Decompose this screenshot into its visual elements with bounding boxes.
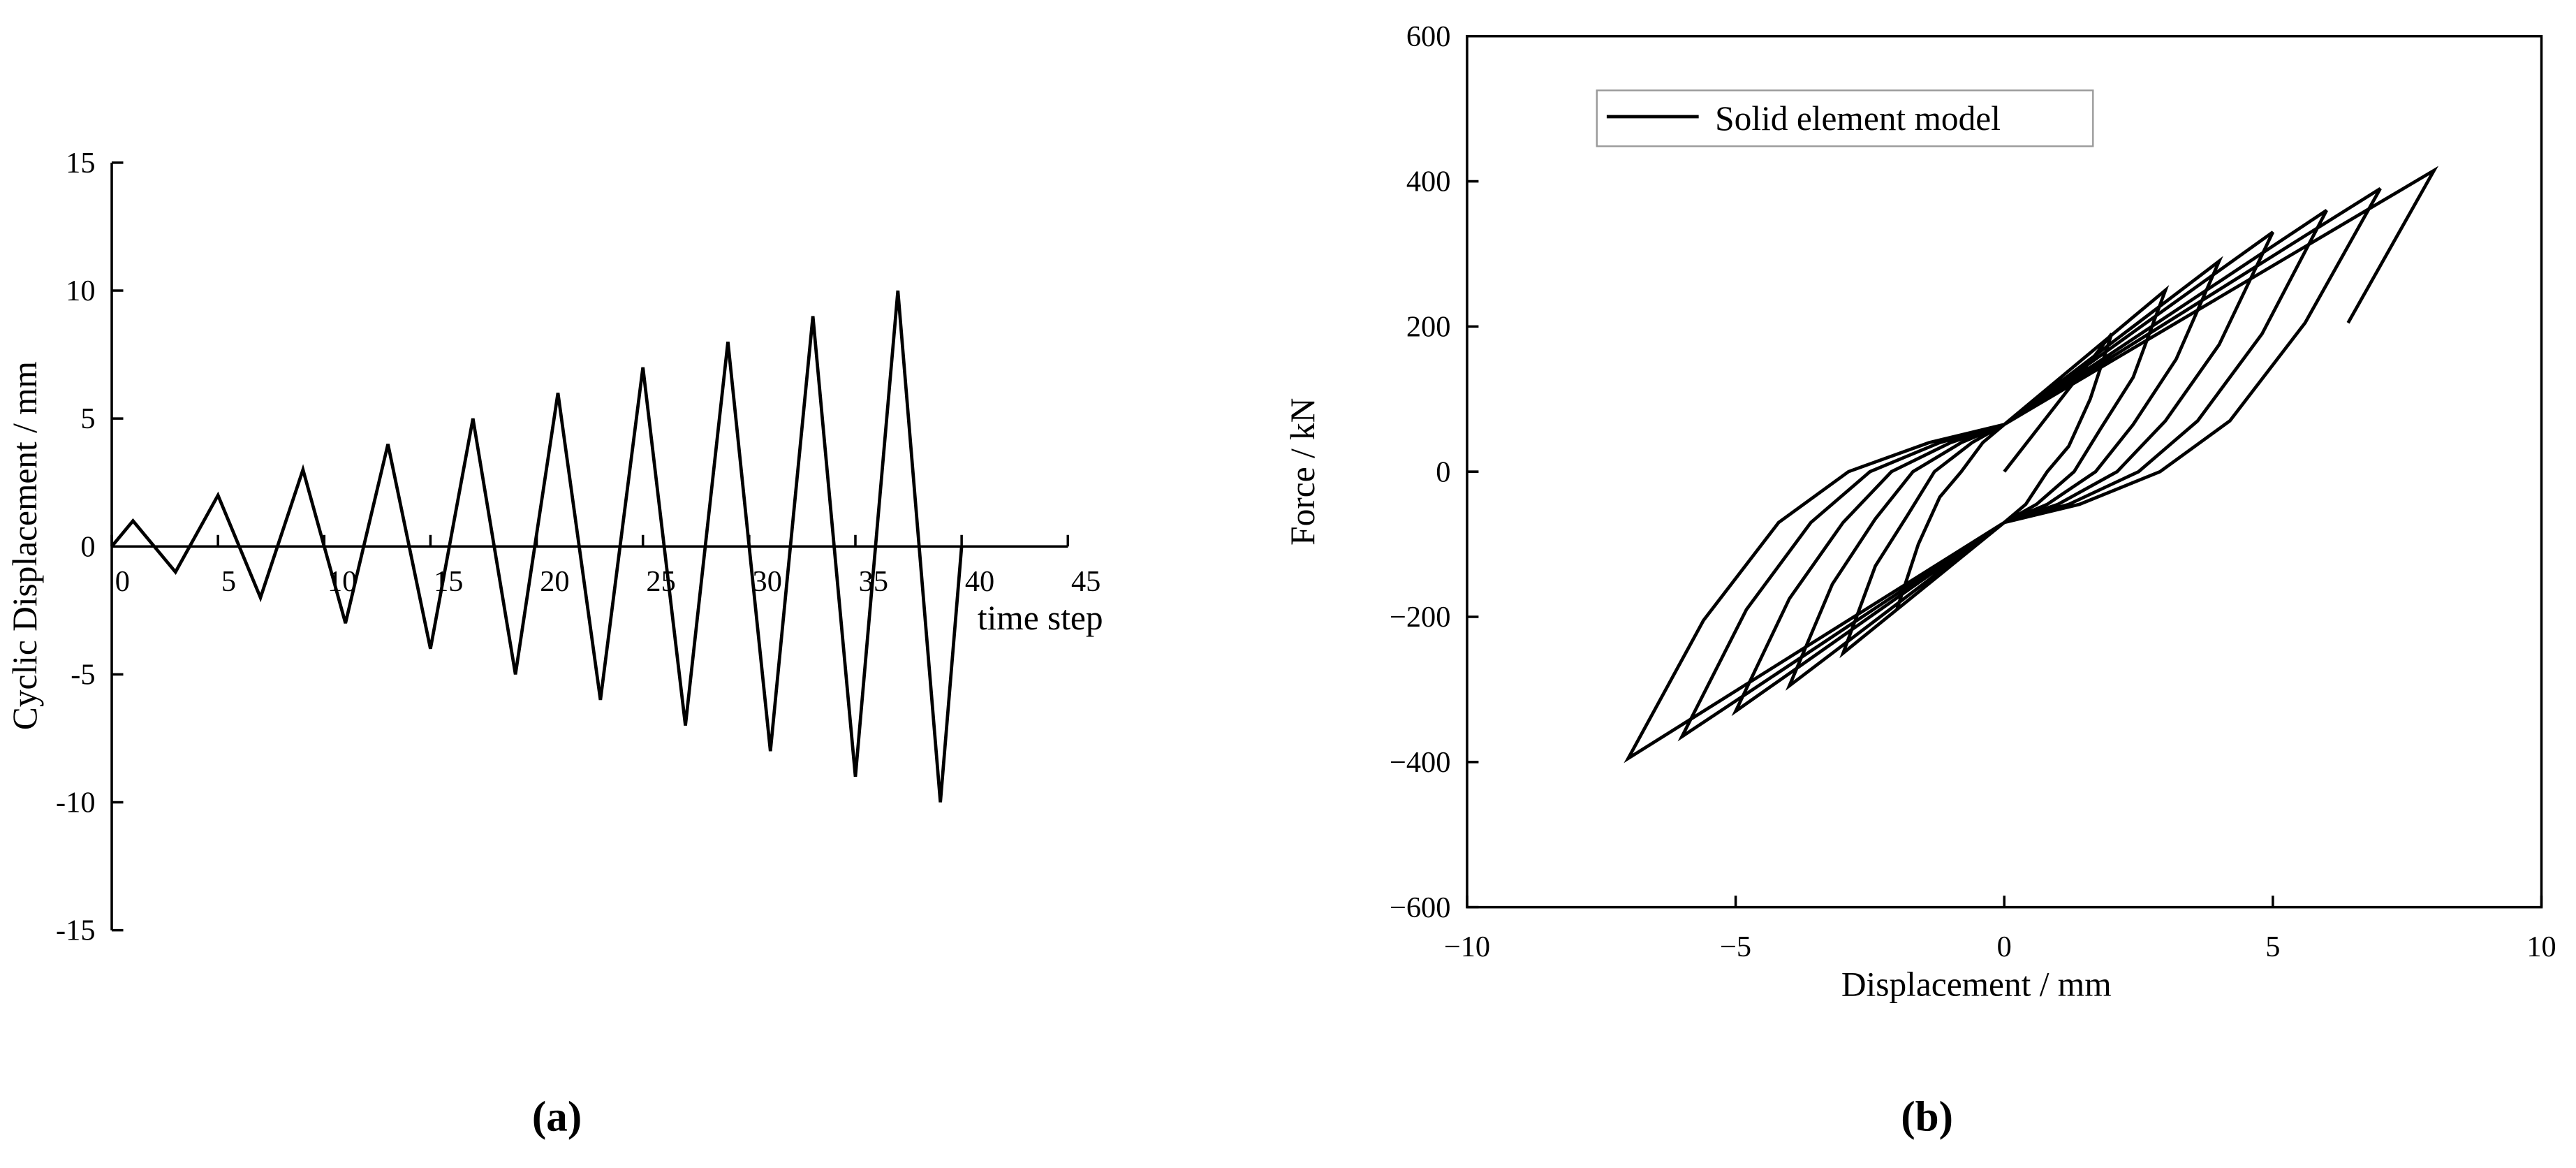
- x-tick-label: 5: [2265, 930, 2280, 963]
- data-line: [110, 290, 964, 803]
- x-tick-label: 40: [965, 565, 994, 598]
- y-tick-label: 0: [1436, 455, 1450, 488]
- x-tick-label: 30: [753, 565, 782, 598]
- y-tick-label: 600: [1406, 20, 1450, 53]
- x-tick-label: −10: [1444, 930, 1490, 963]
- x-axis-label: time step: [978, 599, 1103, 637]
- y-tick-label: 200: [1406, 311, 1450, 344]
- x-tick-label: 0: [115, 565, 130, 598]
- x-tick-label: 10: [2526, 930, 2556, 963]
- caption: (a): [532, 1093, 582, 1141]
- y-tick-label: 400: [1406, 166, 1450, 198]
- x-axis-label: Displacement / mm: [1841, 965, 2112, 1004]
- y-tick-label: −200: [1390, 601, 1450, 634]
- x-tick-label: 15: [434, 565, 463, 598]
- x-tick-label: −5: [1720, 930, 1751, 963]
- y-axis-label: Force / kN: [1283, 398, 1322, 546]
- x-tick-label: 25: [646, 565, 675, 598]
- x-tick-label: 45: [1071, 565, 1101, 598]
- y-tick-label: −400: [1390, 746, 1450, 779]
- y-tick-label: 10: [66, 275, 95, 307]
- y-tick-label: -10: [56, 787, 95, 819]
- x-tick-label: 0: [1997, 930, 2012, 963]
- legend-label: Solid element model: [1715, 99, 2001, 138]
- y-tick-label: -5: [71, 658, 95, 691]
- x-tick-label: 5: [221, 565, 236, 598]
- y-tick-label: -15: [56, 914, 95, 947]
- y-tick-label: 0: [80, 530, 95, 563]
- data-line: [1624, 166, 2439, 764]
- y-tick-label: −600: [1390, 891, 1450, 924]
- caption: (b): [1901, 1093, 1953, 1141]
- y-tick-label: 5: [80, 402, 95, 435]
- y-tick-label: 15: [66, 147, 95, 180]
- x-tick-label: 20: [540, 565, 569, 598]
- y-axis-label: Cyclic Displacement / mm: [6, 361, 44, 730]
